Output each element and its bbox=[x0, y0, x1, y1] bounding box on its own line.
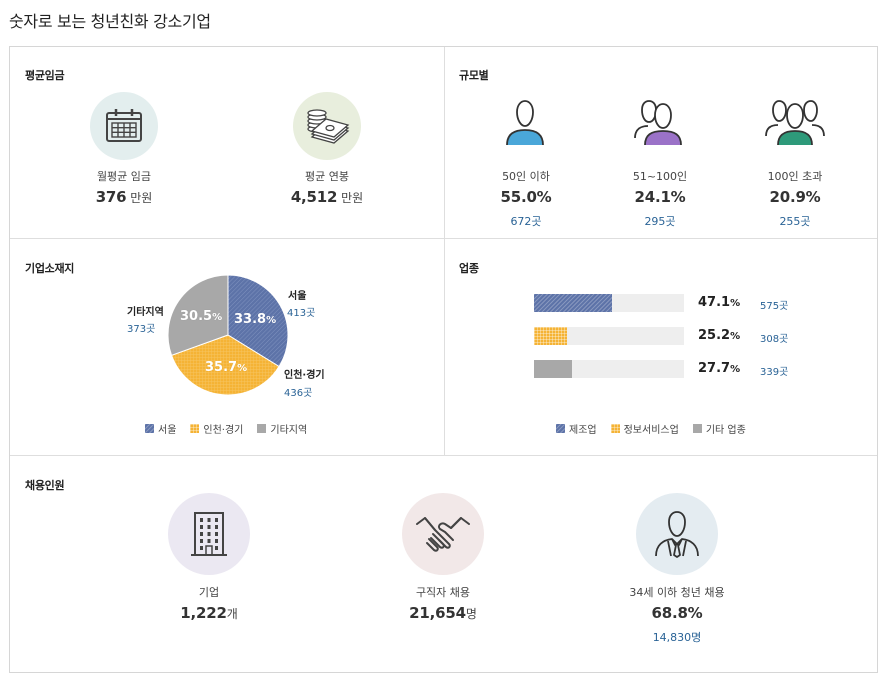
legend-swatch-other-industry bbox=[692, 424, 702, 433]
two-persons-icon bbox=[632, 98, 688, 152]
location-section-title: 기업소재지 bbox=[25, 262, 75, 275]
bar-fill-info-service bbox=[534, 327, 567, 345]
bar-pct-other-industry: 27.7% bbox=[698, 361, 741, 376]
scale-count-small: 672곳 bbox=[510, 215, 542, 228]
bar-track-info-service bbox=[534, 327, 684, 345]
pie-label-seoul: 서울 bbox=[288, 291, 307, 302]
page-title: 숫자로 보는 청년친화 강소기업 bbox=[9, 12, 211, 31]
pie-count-other: 373곳 bbox=[127, 324, 156, 335]
bar-fill-other-industry bbox=[534, 360, 572, 378]
bar-pct-info-service: 25.2% bbox=[698, 328, 741, 343]
scale-label-medium: 51~100인 bbox=[632, 170, 688, 183]
legend-item-seoul: 서울 bbox=[145, 421, 176, 436]
pie-slice-seoul bbox=[227, 274, 289, 368]
legend-swatch-gyeonggi bbox=[190, 424, 200, 433]
pie-pct-gyeonggi: 35.7% bbox=[205, 360, 248, 375]
pie-label-other: 기타지역 bbox=[127, 307, 164, 318]
pie-slice-other bbox=[167, 274, 229, 356]
industry-section-title: 업종 bbox=[459, 262, 479, 275]
monthly-wage-value: 376 만원 bbox=[95, 188, 153, 206]
location-legend: 서울 인천·경기 기타지역 bbox=[145, 421, 307, 436]
legend-item-other: 기타지역 bbox=[257, 421, 307, 436]
pie-count-seoul: 413곳 bbox=[287, 308, 316, 319]
hiring-section-title: 채용인원 bbox=[25, 479, 65, 492]
single-person-icon bbox=[500, 98, 550, 152]
legend-swatch-seoul bbox=[145, 424, 154, 433]
divider-horizontal-2 bbox=[10, 455, 877, 456]
pie-label-gyeonggi: 인천·경기 bbox=[284, 370, 325, 381]
scale-pct-small: 55.0% bbox=[500, 188, 552, 206]
pie-slice-gyeonggi bbox=[170, 334, 280, 396]
money-stack-icon bbox=[293, 92, 361, 160]
legend-swatch-other bbox=[257, 424, 267, 433]
scale-count-large: 255곳 bbox=[779, 215, 811, 228]
bar-pct-manufacturing: 47.1% bbox=[698, 295, 741, 310]
bar-count-info-service: 308곳 bbox=[760, 334, 789, 345]
jobseeker-hire-value: 21,654명 bbox=[409, 604, 477, 622]
bar-count-manufacturing: 575곳 bbox=[760, 301, 789, 312]
legend-item-gyeonggi: 인천·경기 bbox=[190, 421, 243, 436]
infographic-frame bbox=[9, 46, 878, 673]
businessman-icon bbox=[636, 493, 718, 575]
youth-hire-count: 14,830명 bbox=[652, 631, 702, 644]
bar-fill-manufacturing bbox=[534, 294, 612, 312]
monthly-wage-label: 월평균 임금 bbox=[96, 170, 152, 183]
legend-swatch-info-service bbox=[610, 424, 620, 433]
handshake-icon bbox=[402, 493, 484, 575]
company-count-label: 기업 bbox=[198, 586, 220, 599]
annual-salary-value: 4,512 만원 bbox=[290, 188, 364, 206]
wage-section-title: 평균임금 bbox=[25, 69, 65, 82]
building-icon bbox=[168, 493, 250, 575]
group-persons-icon bbox=[764, 98, 826, 152]
annual-salary-label: 평균 연봉 bbox=[305, 170, 349, 183]
scale-section-title: 규모별 bbox=[459, 69, 489, 82]
pie-pct-other: 30.5% bbox=[180, 309, 223, 324]
divider-horizontal-1 bbox=[10, 238, 877, 239]
legend-item-manufacturing: 제조업 bbox=[556, 421, 597, 436]
jobseeker-hire-label: 구직자 채용 bbox=[415, 586, 471, 599]
bar-track-manufacturing bbox=[534, 294, 684, 312]
scale-pct-large: 20.9% bbox=[769, 188, 821, 206]
youth-hire-label: 34세 이하 청년 채용 bbox=[629, 586, 725, 599]
youth-hire-pct: 68.8% bbox=[651, 604, 703, 622]
legend-item-other-industry: 기타 업종 bbox=[692, 421, 746, 436]
calendar-icon bbox=[90, 92, 158, 160]
divider-vertical bbox=[444, 47, 445, 455]
legend-swatch-manufacturing bbox=[556, 424, 565, 433]
company-count-value: 1,222개 bbox=[180, 604, 238, 622]
legend-item-info-service: 정보서비스업 bbox=[610, 421, 679, 436]
bar-track-other-industry bbox=[534, 360, 684, 378]
scale-label-large: 100인 초과 bbox=[767, 170, 823, 183]
pie-count-gyeonggi: 436곳 bbox=[284, 388, 313, 399]
industry-legend: 제조업 정보서비스업 기타 업종 bbox=[556, 421, 746, 436]
scale-pct-medium: 24.1% bbox=[634, 188, 686, 206]
bar-count-other-industry: 339곳 bbox=[760, 367, 789, 378]
pie-pct-seoul: 33.8% bbox=[234, 312, 277, 327]
scale-label-small: 50인 이하 bbox=[502, 170, 550, 183]
location-pie-chart bbox=[167, 274, 289, 396]
scale-count-medium: 295곳 bbox=[644, 215, 676, 228]
